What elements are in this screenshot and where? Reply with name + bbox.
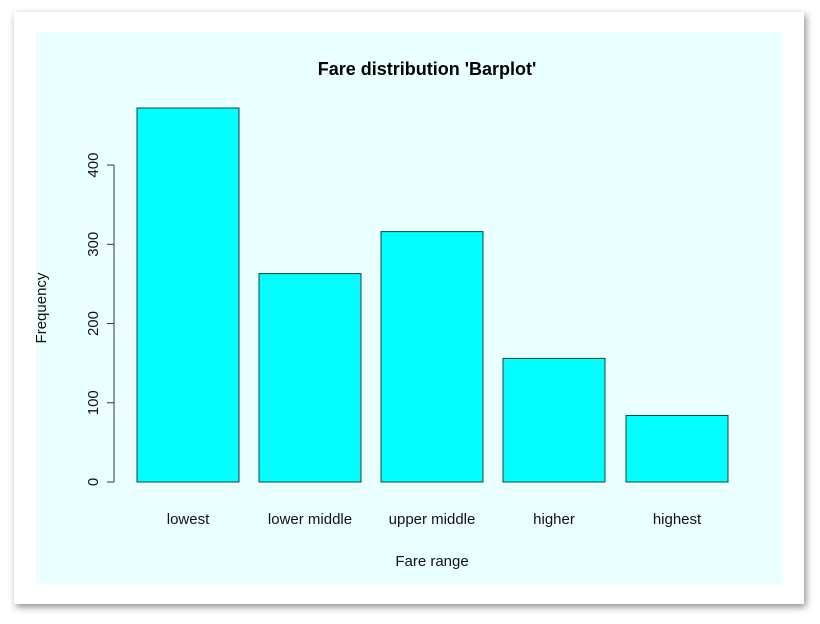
x-tick-label: upper middle bbox=[389, 511, 476, 528]
chart-title: Fare distribution 'Barplot' bbox=[318, 59, 537, 79]
bar bbox=[136, 107, 240, 483]
y-axis-label: Frequency bbox=[33, 272, 50, 343]
bar bbox=[380, 231, 484, 483]
x-axis-label: Fare range bbox=[395, 553, 468, 570]
x-tick-label: lower middle bbox=[268, 511, 352, 528]
bar-chart: Fare distribution 'Barplot' 0 100 200 300 40… bbox=[33, 59, 729, 570]
y-tick-label: 200 bbox=[85, 311, 102, 336]
x-tick-label: lowest bbox=[167, 511, 210, 528]
bar bbox=[502, 357, 606, 483]
x-tick-label: higher bbox=[533, 511, 575, 528]
bars bbox=[136, 107, 729, 483]
y-tick-label: 400 bbox=[85, 153, 102, 178]
x-tick-labels: lowest lower middle upper middle higher high… bbox=[167, 511, 702, 528]
x-tick-label: highest bbox=[653, 511, 702, 528]
y-tick-label: 0 bbox=[85, 478, 102, 486]
chart-frame: Fare distribution 'Barplot' 0 100 200 300 40… bbox=[14, 12, 804, 604]
bar bbox=[625, 414, 729, 483]
y-tick-label: 100 bbox=[85, 390, 102, 415]
bar bbox=[258, 273, 362, 483]
y-axis: 0 100 200 300 400 bbox=[85, 153, 115, 486]
y-tick-label: 300 bbox=[85, 232, 102, 257]
